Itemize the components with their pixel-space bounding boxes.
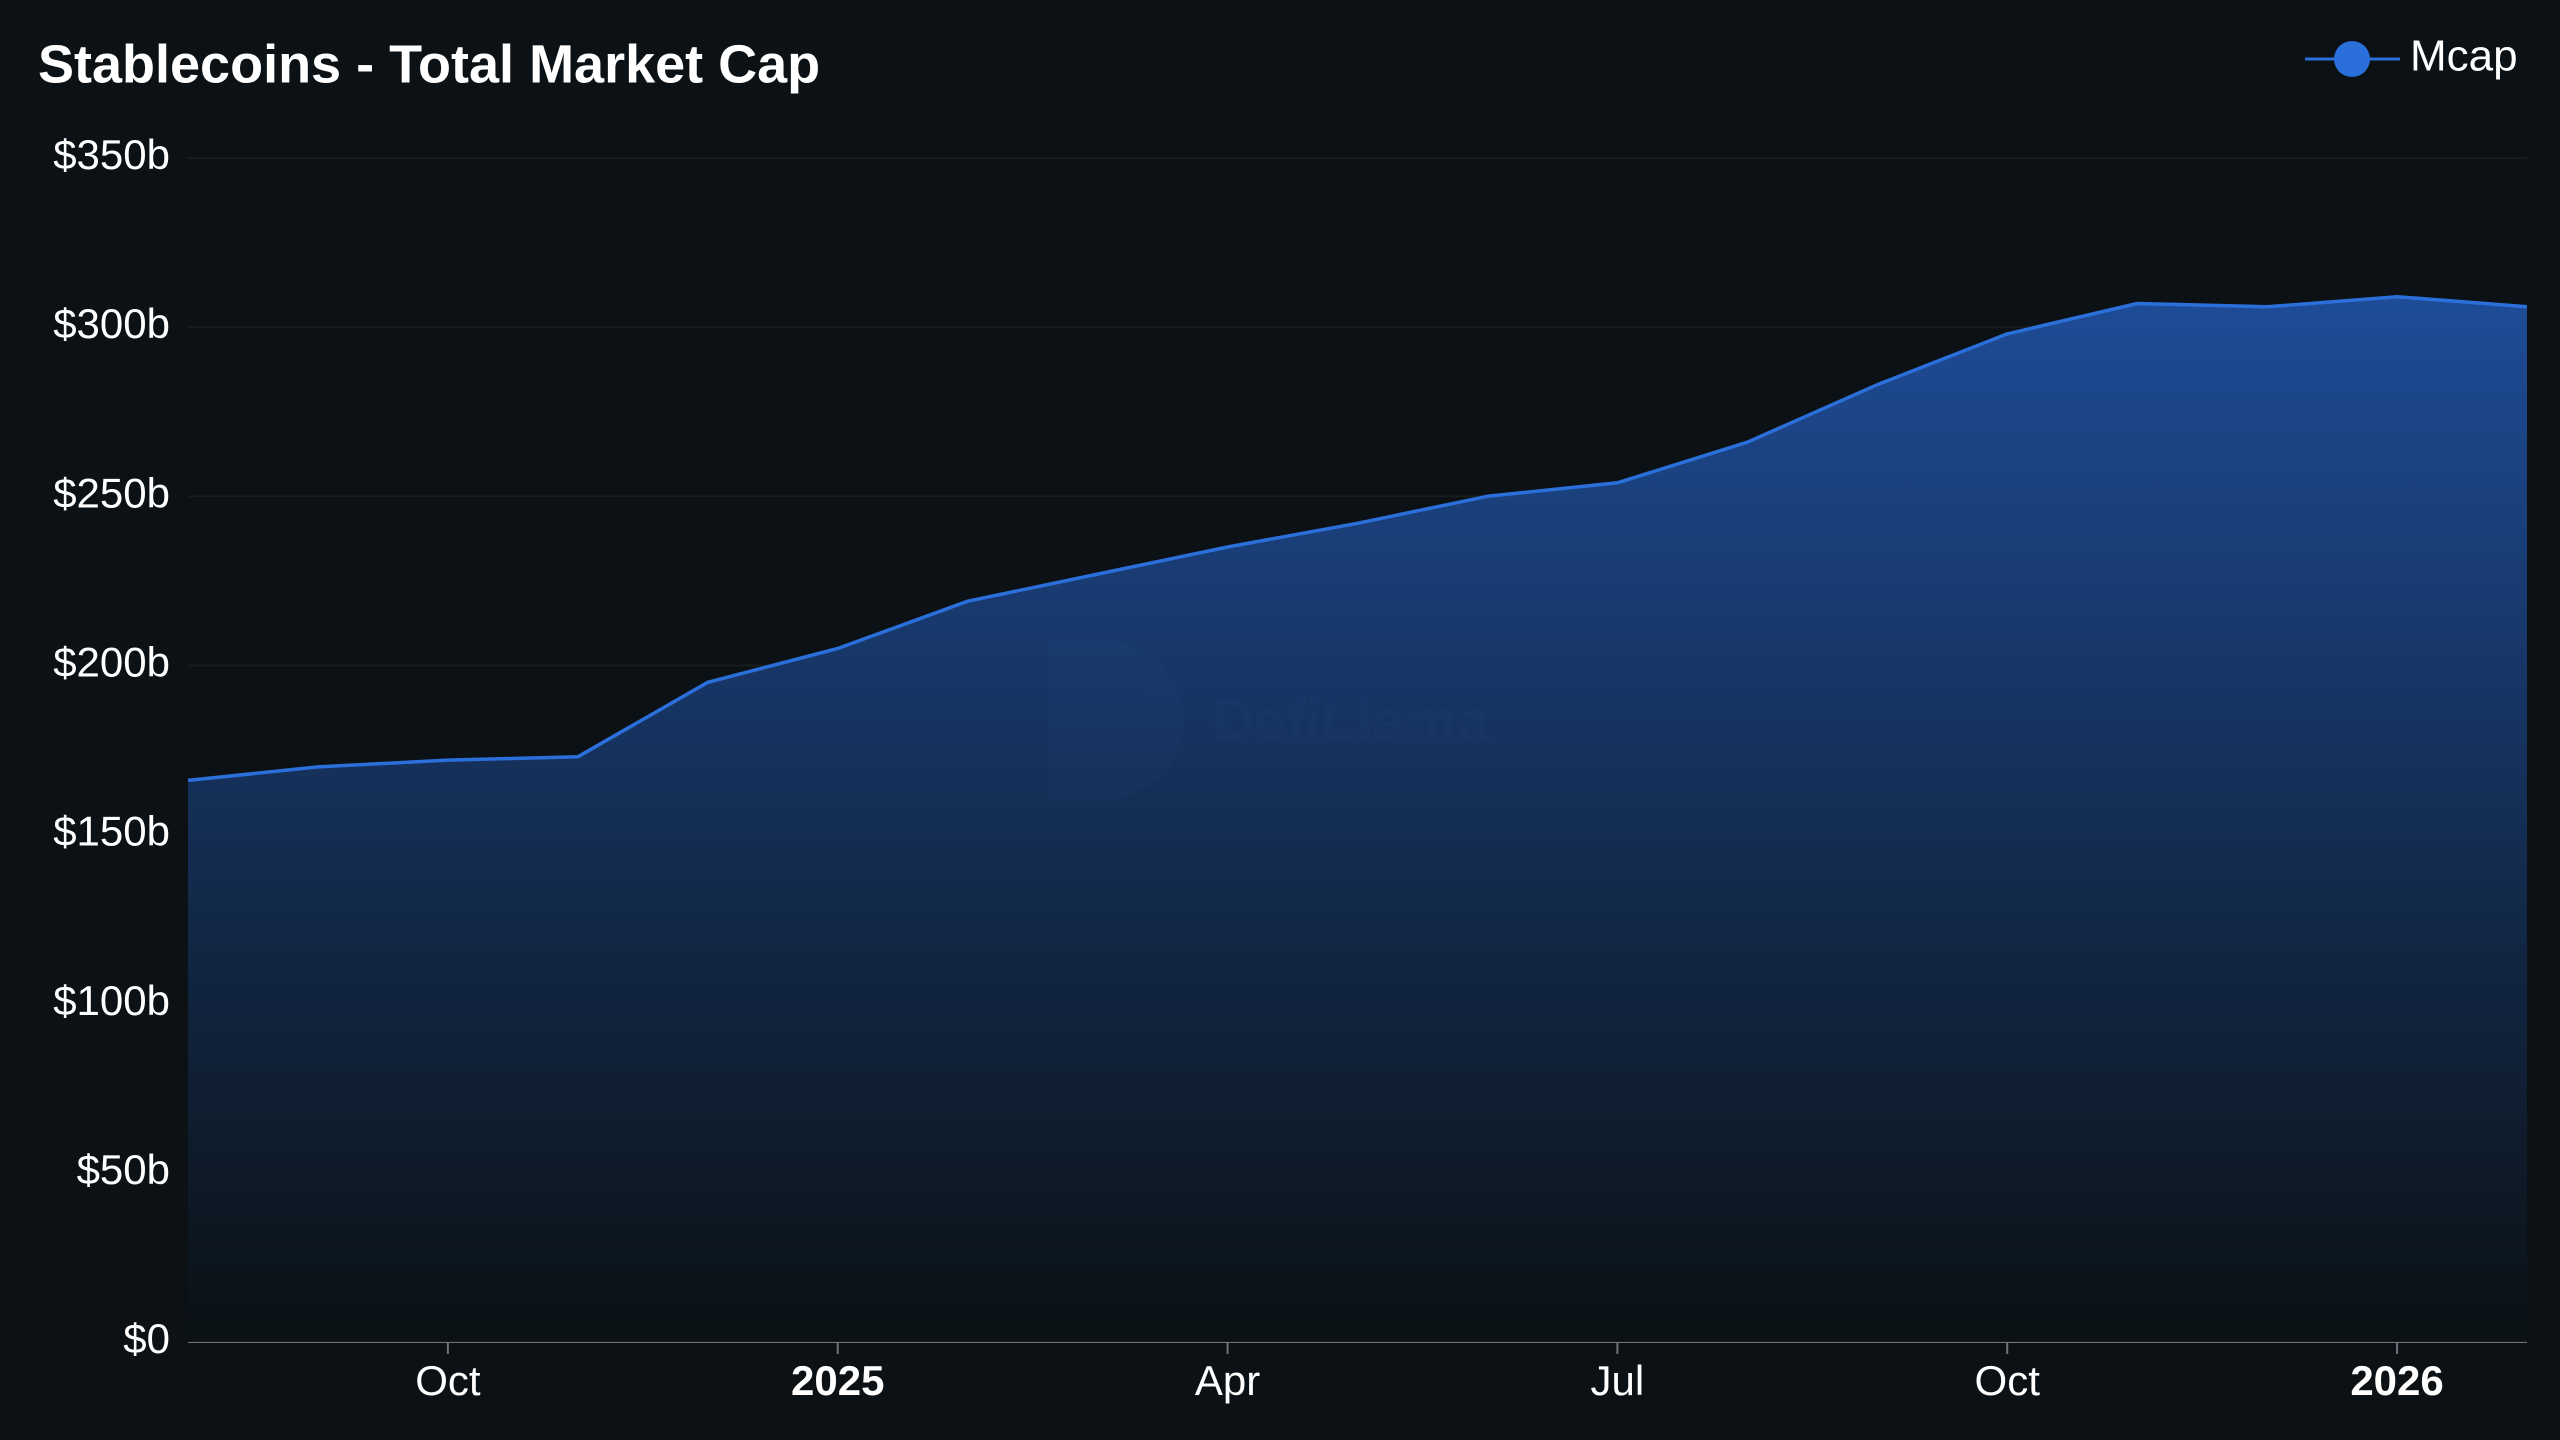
line bbox=[187, 294, 2528, 783]
y-tick-label: $0 bbox=[123, 1315, 170, 1362]
y-tick-label: $100b bbox=[53, 977, 170, 1024]
x-tick-label: Jul bbox=[1591, 1357, 1645, 1404]
area bbox=[188, 296, 2527, 1343]
y-tick-label: $300b bbox=[53, 300, 170, 347]
chart-title: Stablecoins - Total Market Cap bbox=[38, 34, 820, 94]
x-tick-label: 2026 bbox=[2350, 1357, 2443, 1404]
x-tick-label: 2025 bbox=[791, 1357, 884, 1404]
x-tick-label: Oct bbox=[415, 1357, 481, 1404]
legend-marker bbox=[2334, 41, 2370, 77]
y-tick-label: $250b bbox=[53, 469, 170, 516]
x-tick-label: Apr bbox=[1195, 1357, 1260, 1404]
legend-label: Mcap bbox=[2410, 32, 2518, 81]
x-tick-label: Oct bbox=[1975, 1357, 2041, 1404]
y-tick-label: $50b bbox=[77, 1146, 170, 1193]
y-tick-label: $350b bbox=[53, 131, 170, 178]
y-tick-label: $150b bbox=[53, 808, 170, 855]
y-tick-label: $200b bbox=[53, 639, 170, 686]
